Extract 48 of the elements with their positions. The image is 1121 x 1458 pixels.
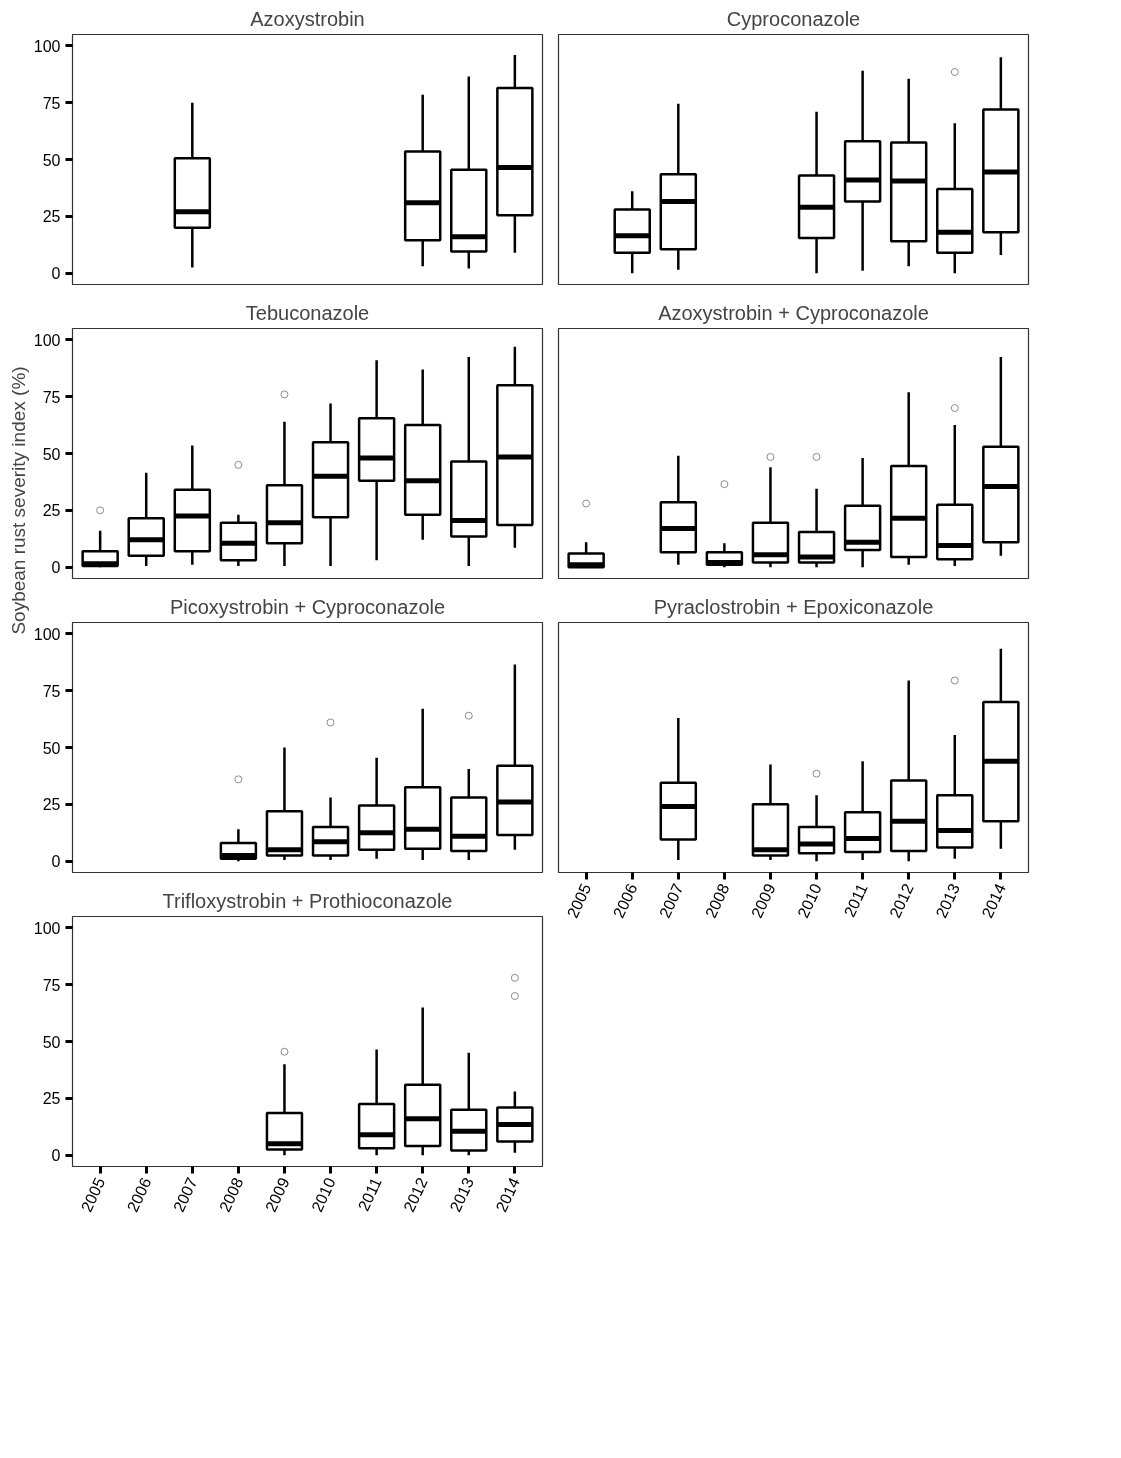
x-tick-label: 2013	[446, 1175, 477, 1215]
y-tick-label: 0	[51, 853, 61, 871]
x-tick-label: 2012	[886, 881, 917, 921]
y-tick-label: 0	[51, 265, 61, 283]
x-tick-label: 2008	[702, 881, 733, 921]
x-tick-label: 2005	[77, 1175, 109, 1215]
x-tick-label: 2009	[262, 1175, 293, 1215]
x-tick-label: 2012	[400, 1175, 431, 1215]
x-tick-label: 2014	[492, 1175, 524, 1215]
chart-title: Azoxystrobin	[250, 7, 365, 30]
y-tick-label: 75	[42, 94, 61, 112]
y-tick-label: 25	[42, 208, 61, 226]
chart-title: Cyproconazole	[726, 7, 861, 30]
y-tick-label: 75	[42, 682, 61, 700]
x-tick-label: 2005	[563, 881, 595, 921]
y-axis-title: Soybean rust severity index (%)	[8, 366, 29, 635]
x-tick-label: 2011	[840, 881, 871, 920]
y-tick-label: 75	[42, 388, 61, 406]
chart-title: Azoxystrobin + Cyproconazole	[658, 301, 929, 324]
x-tick-label: 2006	[609, 881, 641, 921]
x-tick-label: 2010	[308, 1175, 339, 1215]
y-tick-label: 100	[33, 625, 61, 643]
y-tick-label: 25	[42, 796, 61, 814]
x-tick-label: 2014	[978, 881, 1010, 921]
x-tick-label: 2009	[748, 881, 779, 921]
x-tick-label: 2007	[656, 881, 687, 921]
y-tick-label: 0	[51, 1147, 61, 1165]
x-tick-label: 2008	[216, 1175, 247, 1215]
x-tick-label: 2007	[170, 1175, 201, 1215]
y-tick-label: 100	[33, 919, 61, 937]
y-tick-label: 50	[42, 445, 61, 463]
x-tick-label: 2010	[794, 881, 825, 921]
y-tick-label: 25	[42, 502, 61, 520]
y-tick-label: 50	[42, 151, 61, 169]
y-tick-label: 100	[33, 37, 61, 55]
y-tick-label: 25	[42, 1090, 61, 1108]
x-tick-label: 2013	[932, 881, 963, 921]
y-tick-label: 75	[42, 976, 61, 994]
chart-title: Tebuconazole	[245, 301, 370, 324]
y-tick-label: 0	[51, 559, 61, 577]
chart-title: Trifloxystrobin + Prothioconazole	[162, 889, 453, 912]
y-tick-label: 100	[33, 331, 61, 349]
y-tick-label: 50	[42, 739, 61, 757]
chart-title: Picoxystrobin + Cyproconazole	[169, 595, 446, 618]
x-tick-label: 2006	[123, 1175, 155, 1215]
chart-title: Pyraclostrobin + Epoxiconazole	[653, 595, 934, 618]
y-tick-label: 50	[42, 1033, 61, 1051]
x-tick-label: 2011	[354, 1175, 385, 1214]
